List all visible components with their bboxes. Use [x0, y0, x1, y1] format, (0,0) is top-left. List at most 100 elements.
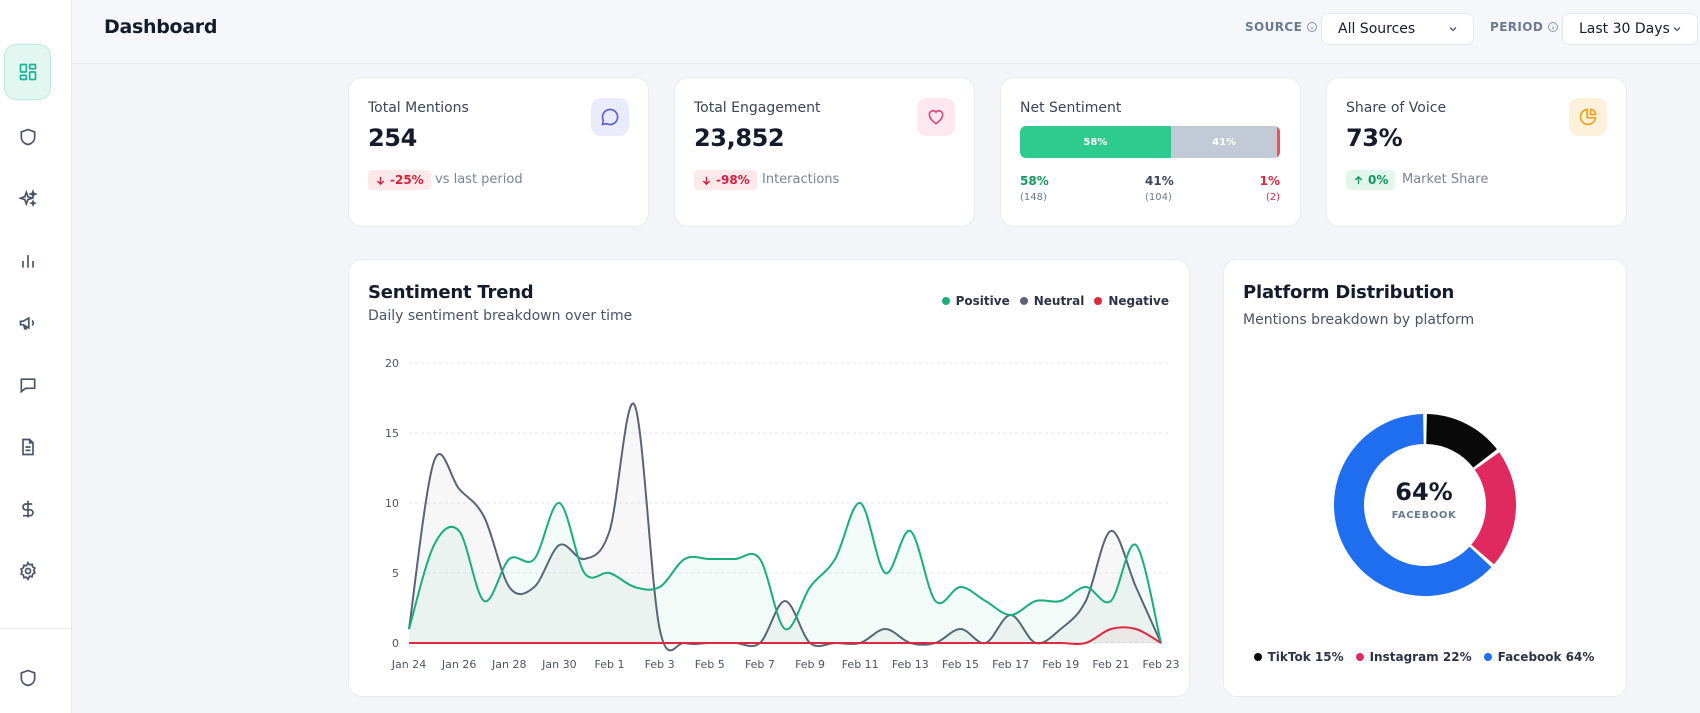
y-tick-label: 15 — [385, 427, 399, 440]
kpi-icon-box — [917, 98, 955, 136]
legend-item-negative[interactable]: Negative — [1094, 294, 1169, 308]
x-tick-label: Feb 21 — [1092, 658, 1129, 671]
sidebar-item-shield[interactable] — [4, 109, 51, 165]
sentiment-neutral-pct: 41% — [1145, 174, 1174, 188]
sidebar-item-campaigns[interactable] — [4, 295, 51, 351]
change-value: -98% — [716, 173, 750, 187]
legend-item-instagram[interactable]: Instagram 22% — [1355, 650, 1472, 664]
sidebar-item-analytics[interactable] — [4, 233, 51, 289]
source-select[interactable]: All Sources — [1321, 13, 1474, 45]
arrow-down-icon — [376, 176, 385, 185]
source-label-text: SOURCE — [1245, 20, 1303, 34]
x-tick-label: Jan 26 — [441, 658, 476, 671]
series-line-positive — [408, 502, 1162, 644]
sidebar-item-security[interactable] — [4, 650, 51, 706]
area-neutral — [409, 403, 1161, 651]
sentiment-negative-count: (2) — [1265, 192, 1280, 203]
megaphone-icon — [19, 316, 34, 330]
kpi-icon-box — [1569, 98, 1607, 136]
kpi-label: Total Mentions — [368, 100, 469, 116]
legend-label: Facebook 64% — [1497, 650, 1595, 664]
sidebar-divider — [0, 628, 72, 629]
legend-dot — [1355, 653, 1364, 661]
x-tick-label: Feb 11 — [842, 658, 879, 671]
x-tick-label: Feb 5 — [695, 658, 725, 671]
legend-label: Instagram 22% — [1369, 650, 1472, 664]
sentiment-neutral-count: (104) — [1145, 192, 1172, 203]
kpi-card-mentions: Total Mentions 254 -25% vs last period — [348, 77, 649, 227]
chart-subtitle: Daily sentiment breakdown over time — [368, 308, 633, 324]
x-tick-label: Feb 9 — [795, 658, 825, 671]
legend-label: Positive — [955, 294, 1010, 308]
chart-title: Sentiment Trend — [368, 282, 534, 303]
dollar-icon — [21, 500, 34, 518]
legend-item-tiktok[interactable]: TikTok 15% — [1253, 650, 1344, 664]
kpi-label: Total Engagement — [694, 100, 821, 116]
sidebar-item-sparkles[interactable] — [4, 171, 51, 227]
sentiment-segment-positive[interactable]: 58% — [1020, 126, 1171, 158]
legend-label: Neutral — [1033, 294, 1085, 308]
sentiment-positive-pct: 58% — [1020, 174, 1049, 188]
arrow-up-icon — [1354, 175, 1363, 184]
sidebar-item-reports[interactable] — [4, 419, 51, 475]
document-icon — [21, 438, 34, 456]
legend-dot — [1019, 297, 1028, 305]
change-note: vs last period — [435, 172, 523, 187]
chevron-down-icon — [1673, 27, 1681, 32]
kpi-card-sentiment: Net Sentiment 58% 41% 58% (148) 41% (104… — [1000, 77, 1301, 227]
info-icon[interactable] — [1547, 21, 1559, 33]
donut-center-value: 64% — [1395, 478, 1453, 506]
legend-item-facebook[interactable]: Facebook 64% — [1483, 650, 1595, 664]
x-tick-label: Feb 3 — [645, 658, 675, 671]
page-title: Dashboard — [104, 16, 218, 38]
x-tick-label: Feb 13 — [892, 658, 929, 671]
sentiment-bar: 58% 41% — [1020, 126, 1280, 158]
donut-slice-facebook — [1334, 414, 1492, 596]
platform-donut-chart — [1334, 414, 1516, 596]
sidebar-item-dashboard[interactable] — [4, 44, 51, 100]
x-tick-label: Jan 30 — [541, 658, 576, 671]
kpi-card-engagement: Total Engagement 23,852 -98% Interaction… — [674, 77, 975, 227]
shield-icon — [20, 669, 35, 687]
x-tick-label: Feb 15 — [942, 658, 979, 671]
change-value: 0% — [1368, 173, 1389, 187]
area-positive — [409, 502, 1161, 643]
donut-legend: TikTok 15% Instagram 22% Facebook 64% — [1224, 650, 1624, 664]
source-select-value: All Sources — [1338, 21, 1416, 37]
sentiment-segment-negative[interactable] — [1277, 126, 1280, 158]
legend-label: Negative — [1108, 294, 1169, 308]
legend-item-positive[interactable]: Positive — [941, 294, 1010, 308]
chat-icon — [20, 378, 35, 394]
y-tick-label: 5 — [392, 567, 399, 580]
sidebar-item-settings[interactable] — [4, 543, 51, 599]
x-tick-label: Feb 23 — [1143, 658, 1180, 671]
change-note: Interactions — [762, 172, 840, 187]
kpi-value: 254 — [368, 124, 417, 152]
legend-item-neutral[interactable]: Neutral — [1019, 294, 1085, 308]
sidebar-item-billing[interactable] — [4, 481, 51, 537]
change-badge: 0% — [1346, 170, 1396, 190]
chart-subtitle: Mentions breakdown by platform — [1243, 312, 1475, 328]
kpi-label: Share of Voice — [1346, 100, 1447, 116]
sidebar-item-messages[interactable] — [4, 357, 51, 413]
sentiment-segment-neutral[interactable]: 41% — [1170, 126, 1278, 158]
period-label-text: PERIOD — [1490, 20, 1544, 34]
period-select[interactable]: Last 30 Days — [1562, 13, 1698, 45]
donut-center-label: FACEBOOK — [1391, 510, 1457, 521]
sentiment-positive-count: (148) — [1020, 192, 1047, 203]
shield-icon — [20, 128, 35, 146]
x-tick-label: Feb 7 — [745, 658, 775, 671]
legend-dot — [1094, 297, 1103, 305]
legend-label: TikTok 15% — [1267, 650, 1344, 664]
series-line-negative — [409, 626, 1162, 646]
kpi-card-voice: Share of Voice 73% 0% Market Share — [1326, 77, 1627, 227]
donut-slice-instagram — [1471, 452, 1516, 565]
kpi-label: Net Sentiment — [1020, 100, 1122, 116]
info-icon[interactable] — [1306, 21, 1318, 33]
grid-icon — [19, 63, 36, 81]
donut-slice-tiktok — [1426, 414, 1497, 468]
sparkles-icon — [17, 189, 38, 207]
sentiment-trend-chart: 0 5 10 15 20 Jan 24 Jan 26 Jan 28 Jan 30 Feb 1 Feb… — [385, 357, 1180, 671]
sentiment-negative-pct: 1% — [1259, 174, 1280, 188]
period-select-value: Last 30 Days — [1579, 21, 1670, 37]
